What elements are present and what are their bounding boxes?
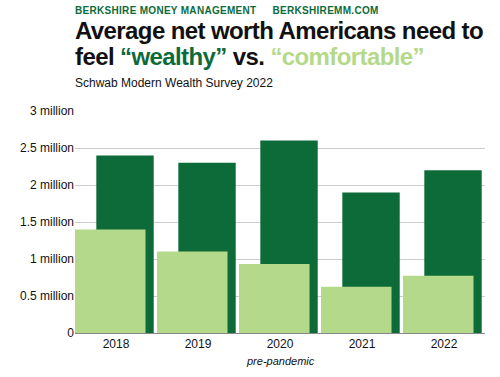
svg-text:2 million: 2 million xyxy=(30,178,74,192)
html-text:Average net worth Americans ne: Average net worth Americans need to feel… xyxy=(75,17,483,70)
svg-text:2.5 million: 2.5 million xyxy=(20,141,74,155)
svg-text:3 million: 3 million xyxy=(30,104,74,118)
html-text:BERKSHIRE MONEY MANAGEMENT: BERKSHIRE MONEY MANAGEMENT xyxy=(75,5,257,16)
svg-text:1 million: 1 million xyxy=(30,252,74,266)
svg-text:2018: 2018 xyxy=(103,337,130,351)
svg-text:2020: 2020 xyxy=(267,337,294,351)
html-text:BERKSHIREMM.COM: BERKSHIREMM.COM xyxy=(272,5,379,16)
svg-text:2022: 2022 xyxy=(431,337,458,351)
svg-text:2021: 2021 xyxy=(349,337,376,351)
svg-text:0.5 million: 0.5 million xyxy=(20,289,74,303)
svg-text:pre-pandemic: pre-pandemic xyxy=(246,355,315,367)
html-text:Schwab Modern Wealth Survey 20: Schwab Modern Wealth Survey 2022 xyxy=(75,76,273,90)
svg-text:2019: 2019 xyxy=(185,337,212,351)
svg-text:1.5 million: 1.5 million xyxy=(20,215,74,229)
svg-text:0: 0 xyxy=(67,326,74,340)
